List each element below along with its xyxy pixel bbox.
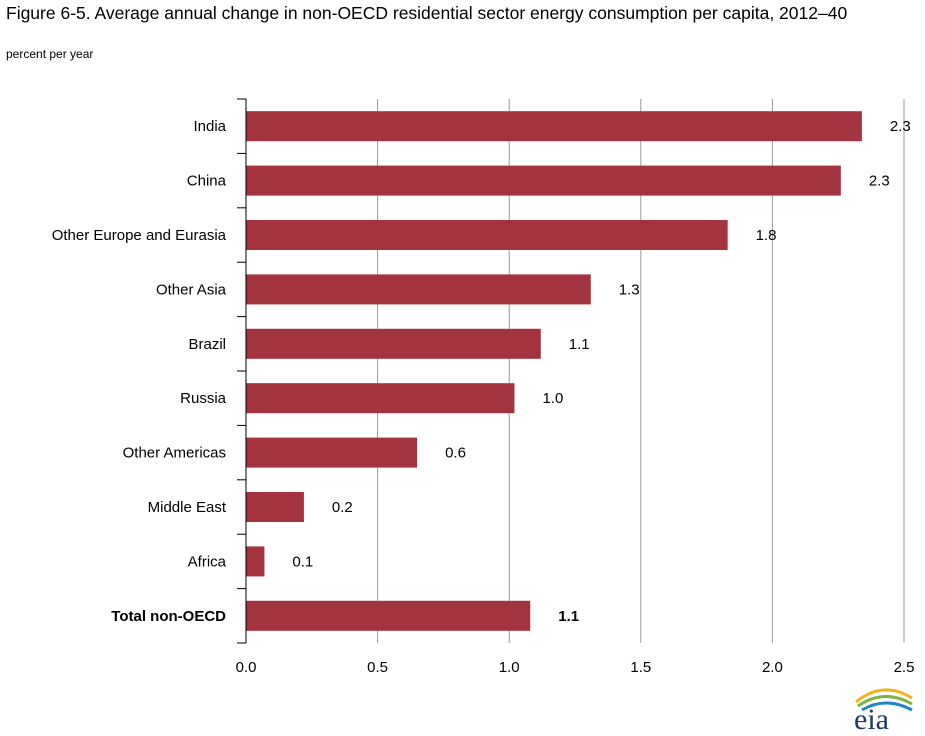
x-tick-label: 1.0 [499, 659, 520, 676]
value-labels: 2.3 2.3 1.8 1.3 1.1 1.0 0.6 0.2 0.1 1.1 [292, 118, 910, 625]
data-label: 1.8 [756, 227, 777, 244]
category-labels: India China Other Europe and Eurasia Other … [52, 118, 227, 625]
data-label: 0.1 [292, 553, 313, 570]
data-label: 0.6 [445, 445, 466, 462]
x-tick-label: 0.5 [367, 659, 388, 676]
bar [246, 383, 515, 414]
bar [246, 328, 541, 359]
category-label: Middle East [148, 499, 227, 516]
category-label: India [193, 118, 226, 135]
x-tick-label: 2.5 [894, 659, 915, 676]
data-label: 1.1 [558, 608, 579, 625]
data-label: 1.3 [619, 281, 640, 298]
axis [237, 98, 247, 644]
bar [246, 546, 265, 577]
category-label: China [187, 173, 227, 190]
data-label: 2.3 [890, 118, 911, 135]
bars [246, 111, 862, 631]
bar [246, 492, 304, 522]
chart-title: Figure 6-5. Average annual change in non… [6, 3, 848, 23]
bar [246, 600, 531, 631]
data-label: 1.1 [569, 336, 590, 353]
data-label: 0.2 [332, 499, 353, 516]
category-label: Brazil [188, 336, 226, 353]
x-tick-label: 2.0 [762, 659, 783, 676]
bar [246, 437, 418, 468]
category-label: Africa [188, 553, 227, 570]
eia-logo-icon: eia [854, 688, 913, 732]
category-label: Other Europe and Eurasia [52, 227, 227, 244]
chart-subtitle: percent per year [6, 47, 94, 61]
logo-text: eia [854, 703, 889, 732]
category-label: Other Americas [123, 445, 226, 462]
bar [246, 165, 841, 196]
category-label: Other Asia [156, 281, 227, 298]
bar [246, 274, 591, 305]
category-label: Russia [180, 390, 227, 407]
category-label: Total non-OECD [111, 608, 226, 625]
data-label: 1.0 [542, 390, 563, 407]
tick-labels: 0.0 0.5 1.0 1.5 2.0 2.5 [236, 659, 915, 676]
x-tick-label: 0.0 [236, 659, 257, 676]
x-tick-label: 1.5 [630, 659, 651, 676]
bar [246, 111, 862, 142]
bar [246, 220, 728, 250]
data-label: 2.3 [869, 173, 890, 190]
